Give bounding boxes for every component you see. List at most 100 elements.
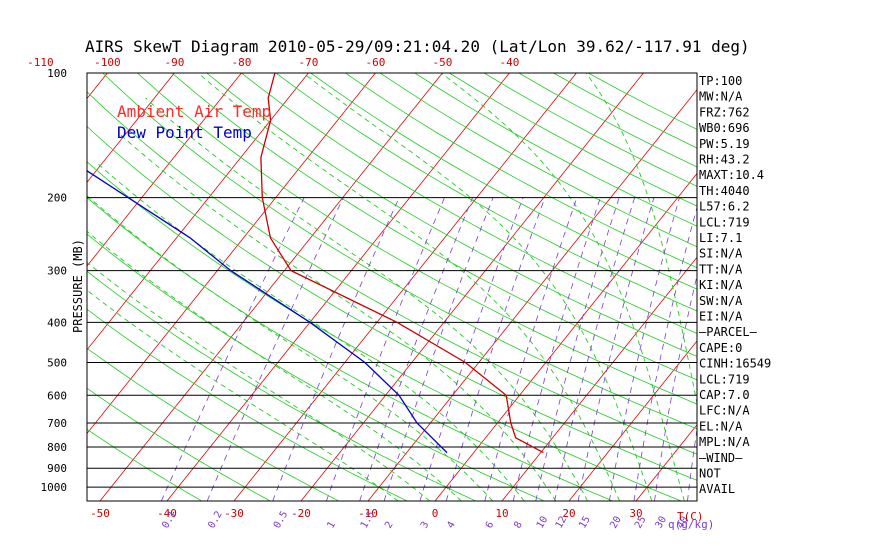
pressure-tick-label: 100 [47, 67, 67, 80]
pressure-tick-label: 400 [47, 316, 67, 329]
y-axis-label: PRESSURE (MB) [71, 239, 85, 333]
background-grid [0, 73, 870, 501]
stat-line: KI:N/A [699, 278, 743, 292]
stat-line: LFC:N/A [699, 404, 750, 418]
stat-line: —PARCEL— [699, 325, 758, 339]
chart-title: AIRS SkewT Diagram 2010-05-29/09:21:04.2… [85, 37, 750, 56]
dry-adiabat-line [87, 125, 697, 481]
mixing-ratio-line [326, 197, 445, 501]
isotherm-line [166, 73, 510, 501]
pressure-tick-label: 300 [47, 265, 67, 278]
mixing-ratio-line [535, 197, 620, 501]
stat-line: CAPE:0 [699, 341, 742, 355]
isotherm-line [367, 89, 697, 501]
mixing-ratio-line [608, 197, 680, 501]
moist-adiabat-line [118, 133, 557, 501]
stat-line: MAXT:10.4 [699, 168, 764, 182]
bottom-temp-tick-label: -20 [291, 507, 311, 520]
bottom-temp-tick-label: 10 [495, 507, 508, 520]
top-temp-tick-label: -60 [365, 56, 385, 69]
mixing-ratio-line [272, 197, 400, 501]
bottom-temp-tick-label: -30 [224, 507, 244, 520]
dry-adiabat-line [275, 73, 697, 312]
dry-adiabat-line [102, 73, 697, 430]
temperature-trace [260, 73, 544, 454]
legend-air-temp: Ambient Air Temp [117, 102, 271, 121]
top-temp-tick-label: -100 [94, 56, 121, 69]
mixing-ratio-line [383, 197, 494, 501]
dry-adiabat-line [171, 73, 697, 381]
pressure-tick-label: 900 [47, 462, 67, 475]
dewpoint-trace [87, 170, 448, 454]
stat-line: EI:N/A [699, 310, 743, 324]
mixing-ratio-tick-label: 12 [554, 515, 570, 531]
mixing-ratio-tick-label: 2 [383, 520, 396, 531]
pressure-tick-label: 200 [47, 192, 67, 205]
mixing-ratio-tick-label: 15 [577, 515, 593, 531]
dry-adiabat-line [87, 270, 476, 501]
mixing-ratio-line [206, 197, 344, 501]
top-temp-tick-labels: -120-110-100-90-80-70-60-50-40 [27, 56, 519, 69]
moist-adiabat-line [441, 73, 685, 501]
stat-line: LCL:719 [699, 372, 750, 386]
dry-adiabat-line [87, 233, 545, 501]
moist-adiabat-line [87, 195, 494, 501]
dry-adiabat-line [87, 428, 203, 501]
isotherm-line [770, 73, 870, 501]
dry-adiabat-line [87, 91, 697, 455]
mixing-ratio-line [484, 197, 578, 501]
dry-adiabat-line [87, 347, 339, 501]
stat-line: WB0:696 [699, 121, 750, 135]
top-temp-tick-label: -80 [231, 56, 251, 69]
bottom-temp-tick-labels: -50 -40 -30 -20 -10 0 10 20 30 [90, 507, 643, 520]
mixing-ratio-line [160, 197, 305, 501]
dry-adiabat-line [87, 197, 613, 501]
dry-adiabat-line [379, 73, 697, 248]
stat-line: TH:4040 [699, 184, 750, 198]
dry-adiabat-line [87, 308, 408, 501]
dry-adiabat-line [241, 73, 697, 334]
mixing-ratio-line [554, 197, 635, 501]
stat-line: EL:N/A [699, 419, 743, 433]
isotherm-line [87, 73, 108, 100]
bottom-temp-tick-label: 0 [432, 507, 439, 520]
isotherm-line [233, 73, 577, 501]
stat-line: FRZ:762 [699, 105, 750, 119]
dry-adiabat-line [310, 73, 697, 290]
stat-line: LI:7.1 [699, 231, 742, 245]
sounding-traces [87, 73, 544, 454]
stat-line: CAP:7.0 [699, 388, 750, 402]
mixing-ratio-line [633, 205, 697, 501]
mixing-ratio-tick-label: 0.5 [272, 509, 291, 530]
mixing-ratio-line [654, 273, 697, 501]
mixing-ratio-line [687, 426, 697, 501]
dry-adiabat-line [87, 161, 682, 501]
top-temp-tick-label: -40 [499, 56, 519, 69]
mixing-ratio-tick-label: 20 [608, 515, 624, 531]
stat-line: MPL:N/A [699, 435, 750, 449]
isotherm-line [434, 172, 697, 501]
mixing-ratio-line [577, 197, 655, 501]
stat-line: TP:100 [699, 74, 742, 88]
bottom-temp-tick-label: -50 [90, 507, 110, 520]
stat-line: —WIND— [699, 451, 743, 465]
bottom-temp-tick-label: 20 [562, 507, 575, 520]
moist-adiabat-line [96, 162, 525, 501]
dry-adiabat-line [137, 73, 697, 405]
stat-line: L57:6.2 [699, 200, 750, 214]
mixing-ratio-line [359, 197, 473, 501]
mixing-ratio-tick-label: 6 [484, 520, 497, 531]
mixing-ratio-tick-label: 3 [419, 520, 432, 531]
top-temp-tick-label: -50 [432, 56, 452, 69]
dry-adiabat-line [206, 73, 697, 357]
stat-line: RH:43.2 [699, 153, 750, 167]
moist-adiabat-line [145, 97, 588, 501]
pressure-tick-label: 700 [47, 417, 67, 430]
pressure-tick-label: 500 [47, 356, 67, 369]
stat-line: SW:N/A [699, 294, 743, 308]
pressure-tick-label: 600 [47, 389, 67, 402]
moist-adiabat-line [87, 230, 462, 501]
isotherm-line [0, 73, 40, 501]
